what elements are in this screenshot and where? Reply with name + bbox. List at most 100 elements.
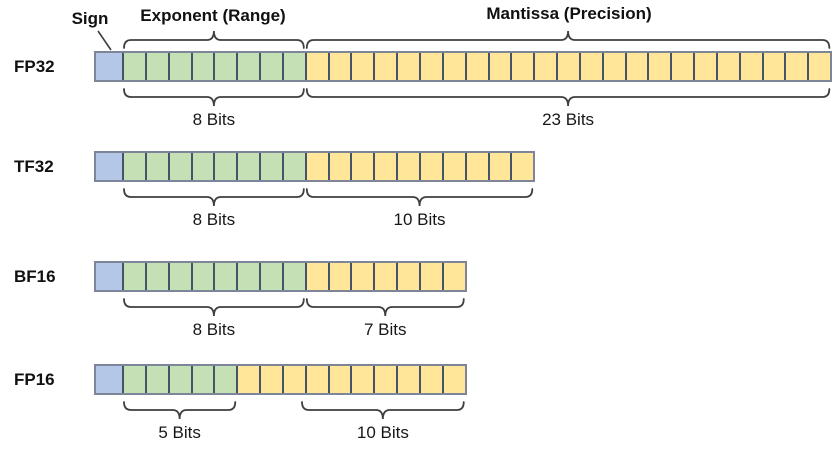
mantissa-bit-cell [373, 366, 397, 393]
mantissa-bit-cell [396, 263, 419, 290]
row-label-bf16: BF16 [14, 267, 56, 286]
mantissa-bit-cell [373, 263, 397, 290]
exponent-bits-label: 8 Bits [192, 110, 236, 129]
mantissa-bit-cell [350, 263, 374, 290]
mantissa-bit-cell [350, 53, 374, 80]
mantissa-bit-cell [418, 366, 442, 393]
exponent-bits-brace [123, 188, 305, 207]
mantissa-bits-label: 10 Bits [393, 210, 446, 229]
exponent-bit-cell [144, 153, 168, 180]
mantissa-bit-cell [441, 153, 465, 180]
bit-bar-bf16 [94, 261, 467, 292]
exponent-header-label: Exponent (Range) [140, 6, 286, 25]
exponent-bit-cell [167, 53, 191, 80]
mantissa-header-brace [305, 30, 831, 49]
exponent-bit-cell [190, 53, 214, 80]
exponent-bit-cell [122, 53, 145, 80]
exponent-bit-cell [213, 263, 237, 290]
exponent-bit-cell [236, 153, 260, 180]
exponent-bits-brace [123, 88, 305, 107]
mantissa-bit-cell [304, 263, 328, 290]
mantissa-bits-brace [305, 188, 534, 207]
mantissa-bit-cell [533, 53, 557, 80]
mantissa-bit-cell [304, 53, 328, 80]
mantissa-bit-cell [624, 53, 648, 80]
mantissa-bit-cell [441, 366, 465, 393]
exponent-bit-cell [122, 153, 145, 180]
mantissa-bit-cell [259, 366, 282, 393]
exponent-bit-cell [281, 153, 305, 180]
sign-bit-cell [96, 366, 122, 393]
mantissa-bit-cell [693, 53, 716, 80]
exponent-bit-cell [122, 366, 145, 393]
exponent-bit-cell [259, 53, 282, 80]
sign-bit-cell [96, 53, 122, 80]
exponent-header-brace [123, 30, 305, 49]
mantissa-bits-brace [301, 401, 465, 420]
mantissa-bits-label: 7 Bits [364, 320, 407, 339]
mantissa-bit-cell [236, 366, 260, 393]
mantissa-bit-cell [601, 53, 625, 80]
mantissa-bit-cell [670, 53, 694, 80]
mantissa-bits-label: 10 Bits [356, 423, 409, 442]
mantissa-bit-cell [761, 53, 785, 80]
exponent-bit-cell [167, 263, 191, 290]
mantissa-bit-cell [807, 53, 831, 80]
exponent-bits-brace [123, 401, 237, 420]
mantissa-bit-cell [327, 153, 351, 180]
mantissa-bit-cell [396, 53, 419, 80]
row-label-tf32: TF32 [14, 157, 54, 176]
exponent-bit-cell [190, 366, 214, 393]
sign-bit-cell [96, 153, 122, 180]
mantissa-bit-cell [350, 366, 374, 393]
mantissa-bits-brace [305, 298, 465, 317]
mantissa-bit-cell [441, 53, 465, 80]
exponent-bit-cell [213, 53, 237, 80]
exponent-bit-cell [259, 153, 282, 180]
mantissa-bit-cell [418, 263, 442, 290]
exponent-bit-cell [213, 153, 237, 180]
exponent-bit-cell [281, 53, 305, 80]
exponent-bit-cell [259, 263, 282, 290]
mantissa-bit-cell [738, 53, 762, 80]
exponent-bit-cell [236, 263, 260, 290]
mantissa-bit-cell [418, 153, 442, 180]
bit-bar-tf32 [94, 151, 536, 182]
mantissa-bit-cell [647, 53, 671, 80]
mantissa-bit-cell [396, 366, 419, 393]
mantissa-bit-cell [327, 366, 351, 393]
exponent-bit-cell [236, 53, 260, 80]
sign-pointer-line [97, 30, 112, 51]
exponent-bit-cell [167, 366, 191, 393]
mantissa-bit-cell [327, 53, 351, 80]
exponent-bits-label: 8 Bits [192, 210, 236, 229]
mantissa-bit-cell [510, 153, 534, 180]
exponent-bit-cell [281, 263, 305, 290]
row-label-fp32: FP32 [14, 57, 55, 76]
mantissa-bit-cell [304, 366, 328, 393]
mantissa-bit-cell [487, 153, 511, 180]
mantissa-bit-cell [327, 263, 351, 290]
mantissa-bit-cell [510, 53, 534, 80]
exponent-bit-cell [144, 263, 168, 290]
exponent-bits-label: 8 Bits [192, 320, 236, 339]
exponent-bit-cell [190, 263, 214, 290]
mantissa-bit-cell [784, 53, 808, 80]
mantissa-bit-cell [715, 53, 739, 80]
mantissa-bit-cell [350, 153, 374, 180]
bit-bar-fp16 [94, 364, 467, 395]
mantissa-bit-cell [487, 53, 511, 80]
mantissa-bit-cell [373, 153, 397, 180]
exponent-bits-brace [123, 298, 305, 317]
mantissa-bit-cell [281, 366, 305, 393]
mantissa-bit-cell [578, 53, 602, 80]
mantissa-bit-cell [464, 53, 488, 80]
exponent-bit-cell [122, 263, 145, 290]
sign-bit-cell [96, 263, 122, 290]
mantissa-bit-cell [441, 263, 465, 290]
mantissa-bit-cell [464, 153, 488, 180]
exponent-bit-cell [144, 53, 168, 80]
exponent-bit-cell [167, 153, 191, 180]
mantissa-bit-cell [418, 53, 442, 80]
